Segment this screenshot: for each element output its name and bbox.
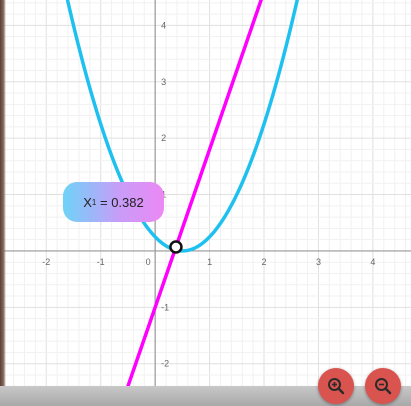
y-tick-label: -2 xyxy=(161,359,169,369)
x-tick-label: 4 xyxy=(370,257,375,267)
x-tick-label: -1 xyxy=(97,257,105,267)
y-tick-label: 3 xyxy=(161,77,166,87)
intersection-point[interactable] xyxy=(169,240,183,254)
zoom-out-icon xyxy=(375,378,392,395)
y-tick-label: 2 xyxy=(161,133,166,143)
tooltip-value: = 0.382 xyxy=(100,194,144,210)
bottom-bar xyxy=(0,386,411,406)
series-curve-parabola xyxy=(65,0,299,253)
x-tick-label: 2 xyxy=(262,257,267,267)
window-edge xyxy=(0,0,6,406)
series-line xyxy=(119,0,263,406)
x-tick-label: 3 xyxy=(316,257,321,267)
y-tick-label: -1 xyxy=(161,302,169,312)
x-tick-label: -2 xyxy=(42,257,50,267)
x-tick-label: 1 xyxy=(207,257,212,267)
zoom-in-icon xyxy=(328,378,345,395)
tooltip-subscript: 1 xyxy=(91,197,97,207)
zoom-in-button[interactable] xyxy=(318,368,354,404)
y-tick-label: 4 xyxy=(161,20,166,30)
zoom-out-button[interactable] xyxy=(365,368,401,404)
tooltip-label: X xyxy=(83,194,92,210)
x-tick-label: 0 xyxy=(146,257,151,267)
